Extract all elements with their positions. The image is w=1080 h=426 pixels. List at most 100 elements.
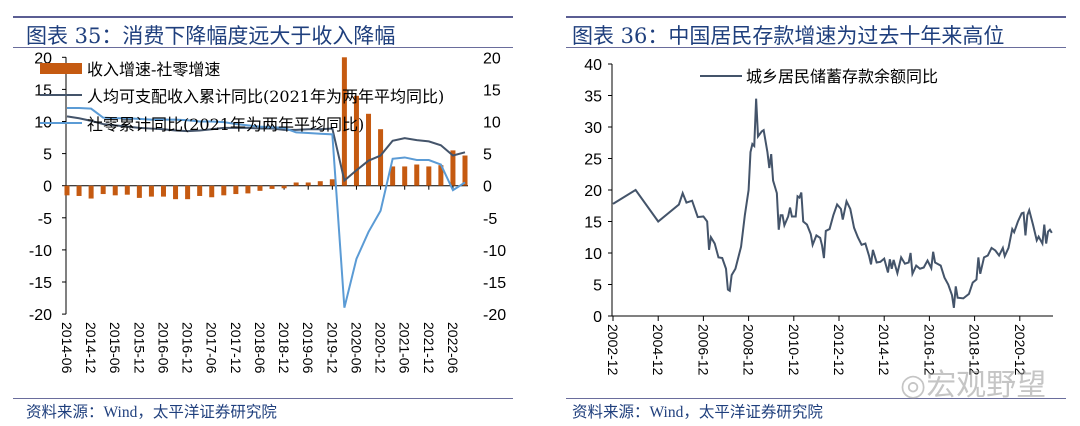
watermark: ◎宏观野望 bbox=[900, 360, 1046, 404]
left-x-tick-label: 2015-06 bbox=[107, 322, 123, 374]
bar-income-minus-retail bbox=[317, 181, 323, 186]
bar-income-minus-retail bbox=[438, 165, 444, 186]
bar-income-minus-retail bbox=[366, 113, 372, 186]
right-x-tick-label: 2006-12 bbox=[695, 324, 711, 376]
bar-income-minus-retail bbox=[269, 185, 275, 189]
line-retail-yoy bbox=[67, 107, 466, 308]
right-x-tick-label: 2018-12 bbox=[967, 324, 983, 376]
left-x-tick-label: 2016-06 bbox=[155, 322, 171, 374]
right-y-tick-label: 10 bbox=[584, 246, 602, 263]
right-y2-tick-label: 5 bbox=[483, 147, 492, 164]
right-y2-tick-label: -15 bbox=[483, 275, 506, 292]
bar-income-minus-retail bbox=[160, 185, 166, 197]
left-y-tick-label: -10 bbox=[29, 243, 52, 260]
right-x-tick-label: 2004-12 bbox=[650, 324, 666, 376]
left-x-tick-label: 2018-06 bbox=[252, 322, 268, 374]
left-x-tick-label: 2019-06 bbox=[300, 322, 316, 374]
right-y-tick-label: 35 bbox=[584, 89, 602, 106]
right-y-tick-label: 40 bbox=[584, 57, 602, 74]
left-x-tick-label: 2015-12 bbox=[131, 322, 147, 374]
legend-label-bar: 收入增速-社零增速 bbox=[87, 60, 220, 79]
right-y-tick-label: 0 bbox=[593, 309, 602, 326]
right-y-tick-label: 15 bbox=[584, 215, 602, 232]
right-y-tick-label: 5 bbox=[593, 278, 602, 295]
bar-income-minus-retail bbox=[112, 185, 118, 196]
right-y2-tick-label: 10 bbox=[483, 115, 501, 132]
bar-income-minus-retail bbox=[353, 95, 359, 186]
bar-income-minus-retail bbox=[414, 164, 420, 186]
right-x-tick-label: 2008-12 bbox=[741, 324, 757, 376]
wechat-icon: ◎ bbox=[900, 368, 927, 403]
bar-income-minus-retail bbox=[136, 185, 142, 198]
bar-income-minus-retail bbox=[197, 185, 203, 196]
bar-income-minus-retail bbox=[245, 185, 251, 194]
bar-income-minus-retail bbox=[221, 185, 227, 196]
right-top-rule bbox=[566, 16, 1066, 18]
right-y2-tick-label: -5 bbox=[483, 211, 497, 228]
right-source-rule bbox=[566, 398, 1066, 399]
right-y-tick-label: 25 bbox=[584, 152, 602, 169]
bar-income-minus-retail bbox=[148, 185, 154, 197]
bar-income-minus-retail bbox=[462, 155, 468, 186]
left-y-tick-label: -15 bbox=[29, 275, 52, 292]
bar-income-minus-retail bbox=[233, 185, 239, 195]
right-chart-title: 图表 36：中国居民存款增速为过去十年来高位 bbox=[572, 24, 1005, 48]
right-y2-tick-label: 15 bbox=[483, 82, 501, 99]
left-top-rule bbox=[13, 16, 513, 18]
watermark-text: 宏观野望 bbox=[926, 368, 1047, 403]
left-x-tick-label: 2022-06 bbox=[445, 322, 461, 374]
bar-income-minus-retail bbox=[426, 166, 432, 186]
left-x-tick-label: 2016-12 bbox=[180, 322, 196, 374]
left-x-tick-label: 2017-06 bbox=[204, 322, 220, 374]
legend-label-deposit: 城乡居民储蓄存款余额同比 bbox=[746, 67, 938, 86]
right-x-tick-label: 2012-12 bbox=[831, 324, 847, 376]
left-y-tick-label: 5 bbox=[43, 147, 52, 164]
bar-income-minus-retail bbox=[281, 185, 287, 189]
left-y-tick-label: 15 bbox=[34, 82, 52, 99]
right-y2-tick-label: -10 bbox=[483, 243, 506, 260]
bar-income-minus-retail bbox=[402, 166, 408, 186]
right-y2-tick-label: 20 bbox=[483, 50, 501, 67]
legend-label-retail: 社零累计同比(2021年为两年平均同比) bbox=[87, 115, 364, 134]
left-x-tick-label: 2018-12 bbox=[276, 322, 292, 374]
right-x-tick-label: 2020-12 bbox=[1012, 324, 1028, 376]
left-x-tick-label: 2021-06 bbox=[397, 322, 413, 374]
left-y-tick-label: -20 bbox=[29, 307, 52, 324]
legend-swatch-bar bbox=[40, 63, 82, 74]
bar-income-minus-retail bbox=[64, 185, 70, 196]
right-x-tick-label: 2016-12 bbox=[921, 324, 937, 376]
left-x-tick-label: 2020-06 bbox=[348, 322, 364, 374]
bar-income-minus-retail bbox=[450, 150, 456, 186]
bar-income-minus-retail bbox=[209, 185, 215, 198]
bar-income-minus-retail bbox=[293, 182, 299, 186]
left-x-tick-label: 2020-12 bbox=[373, 322, 389, 374]
left-title-underline bbox=[13, 47, 513, 48]
bar-income-minus-retail bbox=[329, 179, 335, 186]
right-x-tick-label: 2014-12 bbox=[876, 324, 892, 376]
left-source-note: 资料来源：Wind，太平洋证券研究院 bbox=[26, 404, 277, 421]
left-x-tick-label: 2019-12 bbox=[324, 322, 340, 374]
line-deposit-yoy bbox=[612, 98, 1053, 308]
right-y2-tick-label: -20 bbox=[483, 307, 506, 324]
bar-income-minus-retail bbox=[305, 182, 311, 186]
legend-label-income: 人均可支配收入累计同比(2021年为两年平均同比) bbox=[87, 87, 444, 106]
left-y-tick-label: 0 bbox=[43, 179, 52, 196]
left-source-rule bbox=[13, 398, 513, 399]
bar-income-minus-retail bbox=[124, 185, 130, 195]
bar-income-minus-retail bbox=[185, 185, 191, 200]
bar-income-minus-retail bbox=[341, 57, 347, 186]
left-x-tick-label: 2021-12 bbox=[421, 322, 437, 374]
left-y-tick-label: -5 bbox=[38, 211, 52, 228]
left-x-tick-label: 2014-06 bbox=[59, 322, 75, 374]
left-chart-title: 图表 35：消费下降幅度远大于收入降幅 bbox=[26, 24, 396, 48]
bar-income-minus-retail bbox=[257, 185, 263, 191]
bar-income-minus-retail bbox=[100, 185, 106, 195]
bar-income-minus-retail bbox=[76, 185, 82, 196]
right-y-tick-label: 20 bbox=[584, 183, 602, 200]
bar-income-minus-retail bbox=[173, 185, 179, 200]
right-x-tick-label: 2010-12 bbox=[786, 324, 802, 376]
line-income-yoy bbox=[66, 115, 466, 183]
right-x-tick-label: 2002-12 bbox=[605, 324, 621, 376]
left-x-tick-label: 2014-12 bbox=[83, 322, 99, 374]
